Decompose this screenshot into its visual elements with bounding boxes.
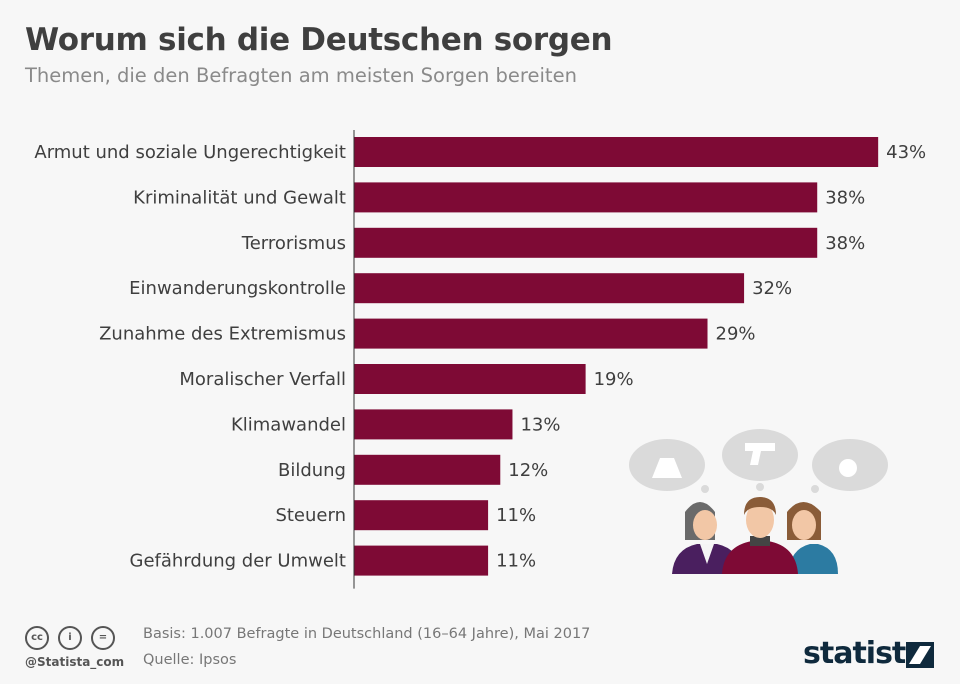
money-bag-icon xyxy=(652,458,682,478)
creative-commons-icon[interactable]: cc xyxy=(25,626,49,650)
twitter-handle[interactable]: @Statista_com xyxy=(25,655,125,669)
basis-note: Basis: 1.007 Befragte in Deutschland (16… xyxy=(143,626,591,642)
value-label: 38% xyxy=(825,187,865,208)
category-label: Terrorismus xyxy=(241,233,346,254)
category-label: Kriminalität und Gewalt xyxy=(133,187,346,208)
bar xyxy=(354,182,818,213)
value-label: 38% xyxy=(825,233,865,254)
statista-logo[interactable]: statista xyxy=(803,636,926,671)
value-label: 13% xyxy=(520,414,560,435)
bar xyxy=(354,318,708,349)
category-label: Moralischer Verfall xyxy=(179,369,346,390)
bar xyxy=(354,500,489,531)
category-label: Zunahme des Extremismus xyxy=(99,324,346,345)
bar xyxy=(354,545,489,576)
bomb-icon xyxy=(839,459,857,477)
category-label: Steuern xyxy=(275,505,346,526)
bar xyxy=(354,227,818,258)
value-label: 19% xyxy=(594,369,634,390)
statista-logo-mark xyxy=(906,642,934,668)
bar xyxy=(354,137,879,167)
bar xyxy=(354,273,745,304)
attribution-icon[interactable]: i xyxy=(58,626,82,650)
value-label: 11% xyxy=(496,551,536,572)
value-label: 29% xyxy=(716,324,756,345)
chart-title: Worum sich die Deutschen sorgen xyxy=(25,22,613,58)
bars: Armut und soziale Ungerechtigkeit 43% Krim… xyxy=(34,130,926,589)
source-note: Quelle: Ipsos xyxy=(143,652,237,668)
category-label: Bildung xyxy=(278,460,346,481)
bar xyxy=(354,454,501,485)
category-label: Gefährdung der Umwelt xyxy=(130,551,346,572)
chart-subtitle: Themen, die den Befragten am meisten Sor… xyxy=(25,64,577,87)
category-label: Einwanderungskontrolle xyxy=(129,278,346,299)
bar xyxy=(354,409,513,440)
bar xyxy=(354,364,586,394)
value-label: 32% xyxy=(752,278,792,299)
value-label: 12% xyxy=(508,460,548,481)
value-label: 11% xyxy=(496,505,536,526)
value-label: 43% xyxy=(886,142,926,163)
category-label: Klimawandel xyxy=(231,414,346,435)
category-label: Armut und soziale Ungerechtigkeit xyxy=(34,142,346,163)
no-derivatives-icon[interactable]: = xyxy=(91,626,115,650)
gun-icon xyxy=(745,443,775,465)
people-illustration xyxy=(629,429,888,574)
